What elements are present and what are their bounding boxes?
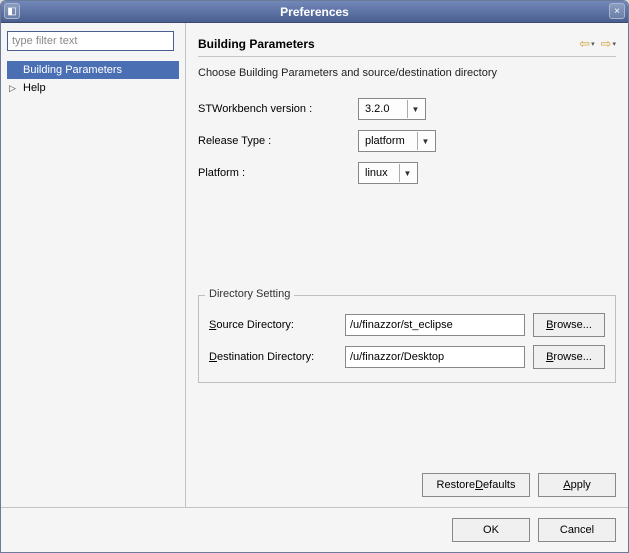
source-dir-label: Source Directory: bbox=[209, 319, 337, 331]
row-release: Release Type : platform ▼ bbox=[198, 125, 616, 157]
platform-select[interactable]: linux ▼ bbox=[358, 162, 418, 184]
directory-legend: Directory Setting bbox=[205, 288, 294, 300]
titlebar: ◧ Preferences × bbox=[1, 1, 628, 23]
content-panel: Building Parameters ⇦ ▾ ⇨ ▾ Choose Build… bbox=[186, 23, 628, 507]
sidebar: Building Parameters ▷ Help bbox=[1, 23, 186, 507]
page-header: Building Parameters ⇦ ▾ ⇨ ▾ bbox=[198, 31, 616, 57]
tree-item-help[interactable]: ▷ Help bbox=[7, 79, 179, 97]
back-button[interactable]: ⇦ ▾ bbox=[579, 36, 594, 52]
browse-source-button[interactable]: Browse... bbox=[533, 313, 605, 337]
close-button[interactable]: × bbox=[609, 3, 625, 19]
chevron-down-icon: ▼ bbox=[399, 164, 415, 182]
page-description: Choose Building Parameters and source/de… bbox=[198, 67, 616, 79]
chevron-down-icon: ▼ bbox=[407, 100, 423, 118]
version-select[interactable]: 3.2.0 ▼ bbox=[358, 98, 426, 120]
page-button-row: Restore Defaults Apply bbox=[198, 473, 616, 497]
window-title: Preferences bbox=[280, 5, 349, 19]
page-title: Building Parameters bbox=[198, 37, 579, 51]
version-value: 3.2.0 bbox=[365, 103, 407, 115]
history-nav: ⇦ ▾ ⇨ ▾ bbox=[579, 36, 616, 52]
spacer bbox=[198, 189, 616, 287]
platform-label: Platform : bbox=[198, 167, 358, 179]
arrow-left-icon: ⇦ bbox=[579, 36, 590, 52]
directory-group: Directory Setting Source Directory: Brow… bbox=[198, 295, 616, 383]
tree-item-label: Help bbox=[23, 82, 46, 94]
row-platform: Platform : linux ▼ bbox=[198, 157, 616, 189]
body: Building Parameters ▷ Help Building Para… bbox=[1, 23, 628, 507]
forward-button[interactable]: ⇨ ▾ bbox=[601, 36, 616, 52]
expand-icon[interactable]: ▷ bbox=[9, 83, 19, 94]
release-label: Release Type : bbox=[198, 135, 358, 147]
row-version: STWorkbench version : 3.2.0 ▼ bbox=[198, 93, 616, 125]
preferences-window: ◧ Preferences × Building Parameters ▷ He… bbox=[0, 0, 629, 553]
filter-input[interactable] bbox=[7, 31, 174, 51]
preferences-tree: Building Parameters ▷ Help bbox=[7, 61, 179, 97]
tree-item-label: Building Parameters bbox=[23, 64, 122, 76]
source-dir-input[interactable] bbox=[345, 314, 525, 336]
arrow-right-icon: ⇨ bbox=[601, 36, 612, 52]
dest-dir-label: Destination Directory: bbox=[209, 351, 337, 363]
release-select[interactable]: platform ▼ bbox=[358, 130, 436, 152]
release-value: platform bbox=[365, 135, 417, 147]
platform-value: linux bbox=[365, 167, 399, 179]
dropdown-icon: ▾ bbox=[591, 40, 595, 48]
row-dest-dir: Destination Directory: Browse... bbox=[209, 342, 605, 372]
cancel-button[interactable]: Cancel bbox=[538, 518, 616, 542]
ok-button[interactable]: OK bbox=[452, 518, 530, 542]
dialog-footer: OK Cancel bbox=[1, 507, 628, 552]
system-menu-button[interactable]: ◧ bbox=[4, 3, 20, 19]
apply-button[interactable]: Apply bbox=[538, 473, 616, 497]
version-label: STWorkbench version : bbox=[198, 103, 358, 115]
browse-dest-button[interactable]: Browse... bbox=[533, 345, 605, 369]
chevron-down-icon: ▼ bbox=[417, 132, 433, 150]
dropdown-icon: ▾ bbox=[612, 40, 616, 48]
row-source-dir: Source Directory: Browse... bbox=[209, 310, 605, 340]
dest-dir-input[interactable] bbox=[345, 346, 525, 368]
tree-item-building-parameters[interactable]: Building Parameters bbox=[7, 61, 179, 79]
restore-defaults-button[interactable]: Restore Defaults bbox=[422, 473, 530, 497]
